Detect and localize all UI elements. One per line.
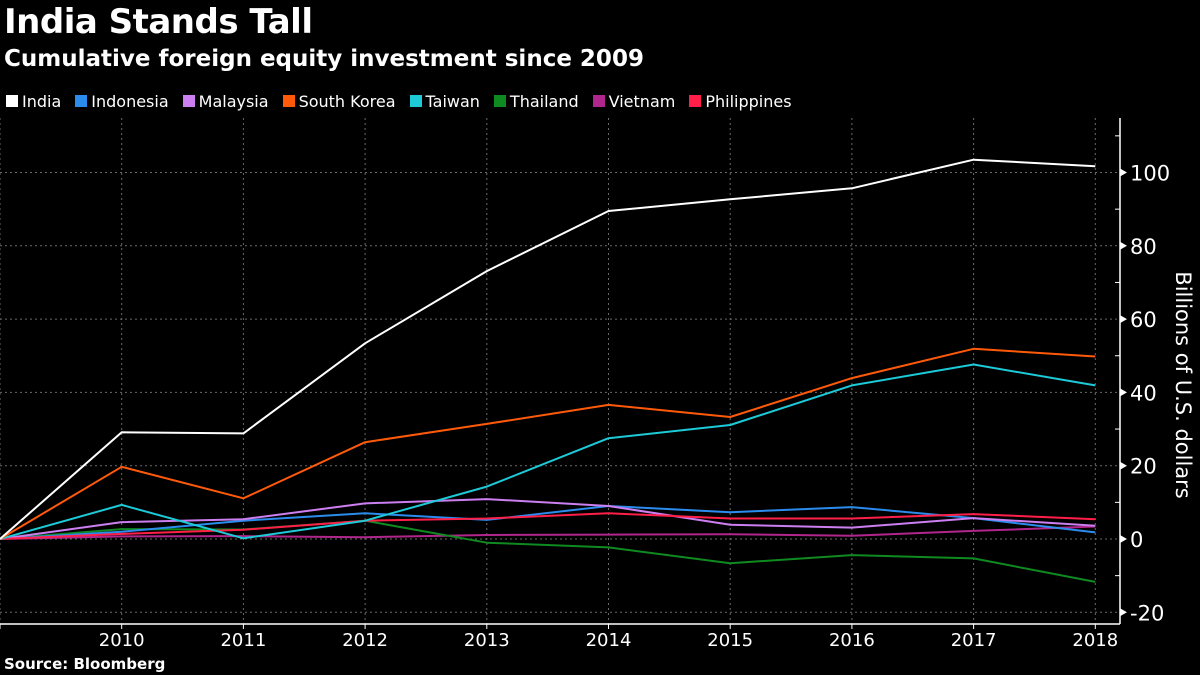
legend-label: Indonesia: [91, 91, 169, 111]
legend-item-taiwan: Taiwan: [409, 91, 480, 111]
y-tick-mark: [1120, 241, 1127, 250]
legend-swatch: [282, 95, 295, 107]
x-tick-label: 2013: [464, 630, 510, 651]
x-tick-label: 2017: [951, 630, 997, 651]
x-tick-label: 2012: [342, 630, 388, 651]
y-tick-mark: [1120, 315, 1127, 324]
legend-item-vietnam: Vietnam: [592, 91, 676, 111]
y-tick-label: 60: [1130, 308, 1157, 332]
legend-label: Vietnam: [608, 91, 676, 111]
series-line-india: [0, 158, 1096, 540]
legend-swatch: [493, 95, 506, 107]
x-tick-label: 2010: [99, 630, 145, 651]
chart-title: India Stands Tall: [4, 2, 313, 42]
legend-label: India: [22, 91, 62, 111]
legend: India Indonesia Malaysia South Korea Taiwan T…: [6, 90, 806, 112]
y-tick-label: 80: [1130, 235, 1157, 259]
y-tick-mark: [1120, 168, 1127, 177]
legend-swatch: [592, 95, 605, 107]
legend-label: Philippines: [705, 91, 792, 111]
y-tick-label: -20: [1130, 601, 1164, 625]
series-line-thailand: [0, 519, 1096, 583]
series-line-taiwan: [0, 363, 1096, 540]
legend-item-philippines: Philippines: [689, 91, 792, 111]
legend-label: Malaysia: [198, 91, 269, 111]
legend-swatch: [6, 95, 18, 107]
x-tick-label: 2014: [586, 630, 632, 651]
legend-item-south-korea: South Korea: [282, 91, 396, 111]
axes: -20 0 20 40 60 80 100 2010 2011 2012 2013 2014 2015 2…: [0, 118, 1170, 651]
legend-label: Taiwan: [425, 91, 480, 111]
series-line-indonesia: [0, 505, 1096, 540]
series-line-philippines: [0, 512, 1096, 540]
y-tick-mark: [1120, 388, 1127, 397]
legend-item-indonesia: Indonesia: [75, 91, 169, 111]
legend-item-thailand: Thailand: [493, 91, 579, 111]
series-lines: [0, 158, 1096, 583]
x-tick-label: 2018: [1072, 630, 1118, 651]
legend-item-malaysia: Malaysia: [182, 91, 269, 111]
legend-item-india: India: [6, 92, 61, 111]
x-tick-label: 2016: [829, 630, 875, 651]
y-tick-label: 20: [1130, 455, 1157, 479]
series-line-vietnam: [0, 525, 1096, 540]
y-tick-mark: [1120, 535, 1127, 543]
y-tick-label: 0: [1130, 528, 1143, 552]
x-tick-label: 2011: [220, 630, 266, 651]
series-line-south-korea: [0, 347, 1096, 540]
legend-swatch: [182, 95, 195, 107]
source-note: Source: Bloomberg: [4, 655, 166, 673]
gridlines: [0, 118, 1120, 624]
chart-subtitle: Cumulative foreign equity investment sin…: [4, 46, 644, 72]
y-axis-label: Billions of U.S. dollars: [1171, 271, 1195, 498]
y-tick-mark: [1120, 461, 1127, 470]
legend-label: Thailand: [509, 91, 579, 111]
y-tick-label: 40: [1130, 381, 1157, 405]
y-tick-label: 100: [1130, 162, 1170, 186]
legend-swatch: [409, 95, 422, 107]
y-tick-mark: [1120, 608, 1127, 617]
legend-label: South Korea: [298, 91, 396, 111]
legend-swatch: [689, 95, 702, 107]
legend-swatch: [75, 95, 88, 107]
x-tick-label: 2015: [707, 630, 753, 651]
